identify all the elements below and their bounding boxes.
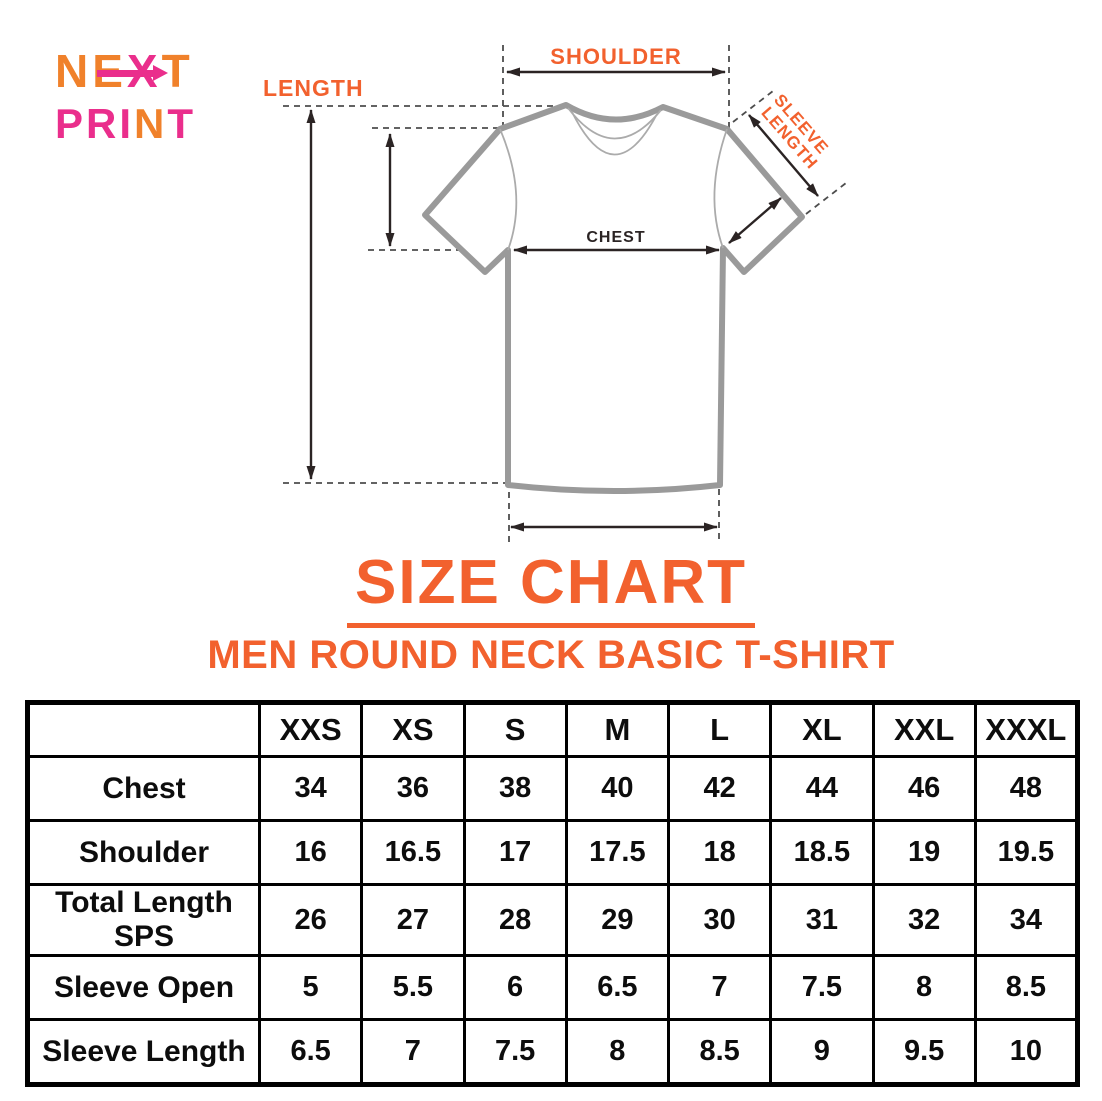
collar-inner-line-1: [567, 107, 662, 140]
size-value-cell: 31: [769, 883, 875, 957]
table-row: Total Length SPS 26 27 28 29 30 31 32 34: [26, 883, 1080, 957]
logo-letter: R: [86, 100, 120, 147]
size-value-cell: 17.5: [564, 819, 671, 886]
size-column-header: XXXL: [973, 701, 1080, 758]
table-row: Sleeve Length 6.5 7 7.5 8 8.5 9 9.5 10: [26, 1018, 1080, 1086]
size-value-cell: 7.5: [769, 954, 875, 1021]
size-column-header: XL: [769, 701, 875, 758]
logo-arrow-icon: [97, 65, 168, 81]
corner-cell: [26, 701, 261, 758]
size-value-cell: 8: [871, 954, 977, 1021]
size-value-cell: 6: [462, 954, 568, 1021]
size-value-cell: 7: [666, 954, 773, 1021]
logo-letter: N: [55, 45, 93, 97]
left-armhole-seam: [499, 128, 518, 251]
measurement-row-label: Shoulder: [26, 819, 261, 886]
size-value-cell: 36: [360, 755, 466, 822]
logo-letter: P: [55, 100, 87, 147]
collar-inner-line-2: [571, 111, 658, 156]
size-value-cell: 30: [666, 883, 773, 957]
logo-letter: N: [134, 100, 168, 147]
size-value-cell: 46: [871, 755, 977, 822]
logo-arrow-head-icon: [153, 65, 168, 81]
measurement-row-label: Total Length SPS: [26, 883, 261, 957]
size-column-header: XXL: [871, 701, 977, 758]
size-value-cell: 9.5: [871, 1018, 977, 1086]
size-value-cell: 17: [462, 819, 568, 886]
size-value-cell: 27: [360, 883, 466, 957]
sleeve-open-arrow: [728, 197, 782, 244]
size-table: XXS XS S M L XL XXL XXXL Chest 34 36 38 40 42 44 46 48 Sh…: [25, 700, 1080, 1087]
size-value-cell: 8: [564, 1018, 671, 1086]
size-value-cell: 29: [564, 883, 671, 957]
measurement-row-label: Sleeve Length: [26, 1018, 261, 1086]
logo-letter: I: [119, 100, 135, 147]
size-value-cell: 26: [257, 883, 364, 957]
tshirt-outline: [422, 102, 805, 494]
size-value-cell: 7.5: [462, 1018, 568, 1086]
size-value-cell: 28: [462, 883, 568, 957]
size-column-header: M: [564, 701, 671, 758]
size-value-cell: 19: [871, 819, 977, 886]
size-value-cell: 7: [360, 1018, 466, 1086]
size-value-cell: 18.5: [769, 819, 875, 886]
size-value-cell: 9: [769, 1018, 875, 1086]
size-value-cell: 40: [564, 755, 671, 822]
measurement-row-label: Sleeve Open: [26, 954, 261, 1021]
size-value-cell: 34: [257, 755, 364, 822]
size-value-cell: 34: [973, 883, 1080, 957]
size-value-cell: 8.5: [973, 954, 1080, 1021]
size-value-cell: 38: [462, 755, 568, 822]
sleeve-far-dash: [805, 182, 847, 215]
size-value-cell: 32: [871, 883, 977, 957]
chest-label: CHEST: [586, 229, 645, 246]
tshirt-measurement-diagram: SHOULDER LENGTH CHEST SLEEVE LENGTH: [263, 44, 847, 543]
size-value-cell: 16: [257, 819, 364, 886]
brand-logo: NEXT PRINT: [55, 48, 196, 145]
subtitle-row: MEN ROUND NECK BASIC T-SHIRT: [0, 633, 1102, 678]
right-armhole-seam: [713, 128, 728, 249]
page-title: SIZE CHART: [347, 547, 755, 628]
shoulder-label: SHOULDER: [550, 44, 681, 69]
size-value-cell: 10: [973, 1018, 1080, 1086]
sleeve-near-dash: [732, 90, 774, 123]
size-column-header: S: [462, 701, 568, 758]
sleeve-length-arrow: [748, 114, 819, 197]
table-row: Sleeve Open 5 5.5 6 6.5 7 7.5 8 8.5: [26, 954, 1080, 1021]
size-value-cell: 6.5: [564, 954, 671, 1021]
logo-word-next: NEXT: [55, 48, 196, 94]
size-value-cell: 8.5: [666, 1018, 773, 1086]
measurement-row-label: Chest: [26, 755, 261, 822]
logo-letter: T: [167, 100, 197, 147]
size-value-cell: 5.5: [360, 954, 466, 1021]
logo-word-print: PRINT: [55, 103, 196, 145]
page-subtitle: MEN ROUND NECK BASIC T-SHIRT: [207, 633, 895, 677]
table-header-row: XXS XS S M L XL XXL XXXL: [26, 701, 1080, 758]
size-column-header: XS: [360, 701, 466, 758]
size-value-cell: 5: [257, 954, 364, 1021]
size-column-header: L: [666, 701, 773, 758]
size-value-cell: 42: [666, 755, 773, 822]
size-value-cell: 18: [666, 819, 773, 886]
length-label: LENGTH: [263, 75, 364, 101]
size-column-header: XXS: [257, 701, 364, 758]
size-value-cell: 48: [973, 755, 1080, 822]
title-row: SIZE CHART: [0, 547, 1102, 628]
table-row: Shoulder 16 16.5 17 17.5 18 18.5 19 19.5: [26, 819, 1080, 886]
size-value-cell: 16.5: [360, 819, 466, 886]
size-value-cell: 44: [769, 755, 875, 822]
size-value-cell: 6.5: [257, 1018, 364, 1086]
svg-text:SLEEVE LENGTH: SLEEVE LENGTH: [757, 90, 837, 174]
size-value-cell: 19.5: [973, 819, 1080, 886]
sleeve-length-label: SLEEVE LENGTH: [757, 90, 837, 174]
table-row: Chest 34 36 38 40 42 44 46 48: [26, 755, 1080, 822]
